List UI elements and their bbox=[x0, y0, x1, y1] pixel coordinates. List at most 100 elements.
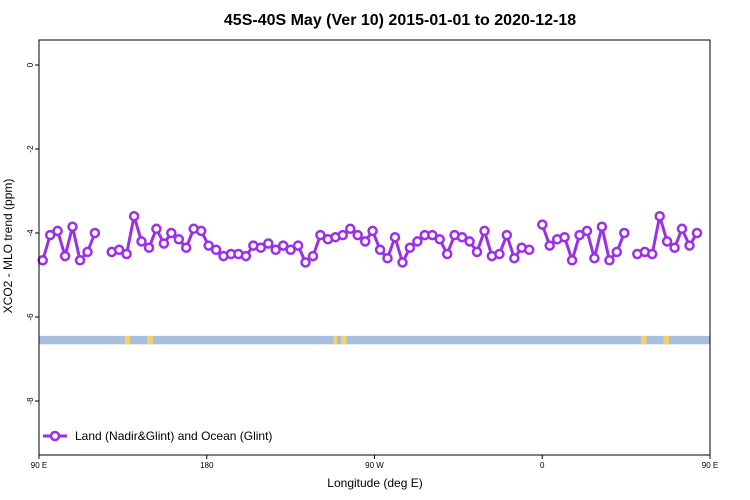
data-point bbox=[389, 231, 401, 243]
y-tick-label: -8 bbox=[26, 397, 35, 405]
y-tick-label: -2 bbox=[26, 145, 35, 153]
data-point bbox=[654, 210, 665, 222]
data-point bbox=[611, 246, 623, 258]
data-point bbox=[471, 246, 483, 258]
x-tick-label: 90 W bbox=[365, 461, 384, 470]
data-point bbox=[441, 248, 453, 260]
y-tick-label: 0 bbox=[26, 62, 35, 67]
data-point bbox=[166, 227, 177, 239]
data-point bbox=[345, 223, 356, 235]
land-span bbox=[641, 335, 647, 345]
data-point bbox=[596, 221, 608, 232]
x-axis: 90 E 180 90 W 0 90 E bbox=[31, 455, 718, 470]
data-point bbox=[434, 234, 445, 245]
data-point bbox=[37, 255, 48, 266]
data-point bbox=[89, 227, 101, 239]
data-point bbox=[574, 229, 585, 241]
data-point bbox=[494, 248, 505, 260]
data-point bbox=[669, 242, 680, 253]
data-point bbox=[412, 236, 423, 247]
data-point bbox=[589, 252, 600, 264]
data-point bbox=[158, 238, 170, 249]
land-span bbox=[124, 335, 131, 345]
data-point bbox=[67, 221, 78, 232]
data-point bbox=[203, 240, 214, 251]
y-axis: 0 -2 -4 -6 -8 bbox=[26, 62, 39, 405]
data-point bbox=[367, 225, 378, 237]
data-point bbox=[359, 236, 371, 247]
data-point bbox=[255, 242, 267, 253]
data-point bbox=[59, 250, 71, 262]
data-point bbox=[374, 244, 386, 256]
data-point bbox=[684, 240, 695, 251]
land-span bbox=[663, 335, 669, 345]
data-point bbox=[44, 229, 56, 241]
y-axis-label: XCO2 - MLO trend (ppm) bbox=[1, 179, 15, 314]
y-tick-label: -4 bbox=[26, 229, 35, 237]
legend: Land (Nadir&Glint) and Ocean (Glint) bbox=[43, 429, 272, 443]
data-point bbox=[307, 250, 319, 262]
data-point bbox=[337, 229, 349, 241]
data-point bbox=[646, 248, 658, 260]
land-span bbox=[340, 335, 347, 345]
data-point bbox=[136, 236, 147, 247]
data-point bbox=[292, 240, 304, 251]
data-point bbox=[691, 227, 703, 239]
data-point bbox=[427, 229, 438, 241]
data-point bbox=[240, 250, 252, 262]
x-axis-label: Longitude (deg E) bbox=[327, 476, 422, 490]
data-point bbox=[151, 223, 162, 235]
data-point bbox=[82, 246, 93, 258]
ocean-strip bbox=[39, 335, 710, 345]
data-point bbox=[382, 252, 393, 264]
data-point bbox=[544, 240, 555, 251]
data-point bbox=[52, 225, 63, 237]
data-point bbox=[74, 255, 86, 266]
data-point bbox=[113, 244, 125, 256]
data-point bbox=[121, 248, 132, 260]
data-point bbox=[300, 257, 311, 268]
data-point bbox=[210, 244, 222, 256]
data-point bbox=[661, 236, 673, 247]
land-ocean-strip bbox=[39, 335, 710, 345]
data-point bbox=[456, 231, 468, 243]
data-point bbox=[277, 240, 289, 251]
data-point bbox=[270, 244, 281, 256]
data-point bbox=[397, 257, 408, 268]
data-point bbox=[352, 229, 363, 241]
chart-title: 45S-40S May (Ver 10) 2015-01-01 to 2020-… bbox=[224, 12, 576, 29]
data-point bbox=[566, 255, 578, 266]
x-tick-label: 0 bbox=[540, 461, 545, 470]
data-point bbox=[479, 225, 490, 237]
data-point bbox=[180, 242, 192, 253]
x-tick-label: 180 bbox=[200, 461, 214, 470]
x-tick-label: 90 E bbox=[702, 461, 718, 470]
plot-area-frame bbox=[38, 39, 711, 456]
data-point bbox=[501, 229, 513, 241]
series-layer bbox=[37, 210, 703, 268]
y-tick-label: -6 bbox=[26, 313, 35, 321]
data-point bbox=[509, 252, 520, 264]
data-point bbox=[285, 244, 296, 256]
data-point bbox=[464, 236, 475, 247]
data-point bbox=[128, 210, 140, 222]
legend-entry-label: Land (Nadir&Glint) and Ocean (Glint) bbox=[75, 429, 272, 443]
data-point bbox=[523, 244, 535, 256]
data-point bbox=[619, 227, 630, 239]
data-point bbox=[404, 242, 416, 253]
data-point bbox=[195, 225, 207, 237]
x-tick-label: 90 E bbox=[31, 461, 47, 470]
data-point bbox=[676, 223, 688, 235]
land-span bbox=[147, 335, 153, 345]
land-span bbox=[333, 335, 338, 345]
data-point bbox=[263, 238, 274, 249]
data-point bbox=[173, 234, 185, 245]
legend-marker-swatch bbox=[49, 430, 61, 442]
data-point bbox=[315, 229, 326, 241]
data-point bbox=[537, 219, 548, 230]
data-point bbox=[604, 255, 615, 266]
data-point bbox=[581, 225, 593, 237]
data-point bbox=[143, 242, 155, 253]
data-point bbox=[559, 231, 570, 243]
